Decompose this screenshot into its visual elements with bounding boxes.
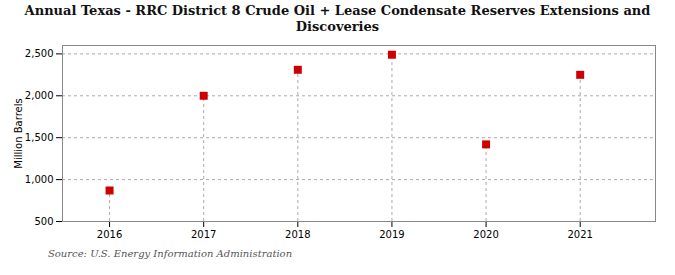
- svg-text:2016: 2016: [97, 229, 122, 240]
- svg-text:2018: 2018: [285, 229, 310, 240]
- svg-text:2,000: 2,000: [25, 90, 54, 101]
- svg-text:2017: 2017: [191, 229, 216, 240]
- svg-text:1,000: 1,000: [25, 174, 54, 185]
- html-text:Annual Texas - RRC District 8: Annual Texas - RRC District 8 Crude Oil …: [24, 3, 651, 34]
- svg-text:1,500: 1,500: [25, 132, 54, 143]
- svg-text:Million Barrels: Million Barrels: [13, 98, 24, 168]
- svg-text:2020: 2020: [473, 229, 498, 240]
- svg-text:2021: 2021: [567, 229, 592, 240]
- svg-text:500: 500: [34, 216, 53, 227]
- svg-text:2,500: 2,500: [25, 48, 54, 59]
- svg-text:2019: 2019: [379, 229, 404, 240]
- html-text:Source: U.S. Energy Informatio: Source: U.S. Energy Information Administ…: [48, 248, 293, 259]
